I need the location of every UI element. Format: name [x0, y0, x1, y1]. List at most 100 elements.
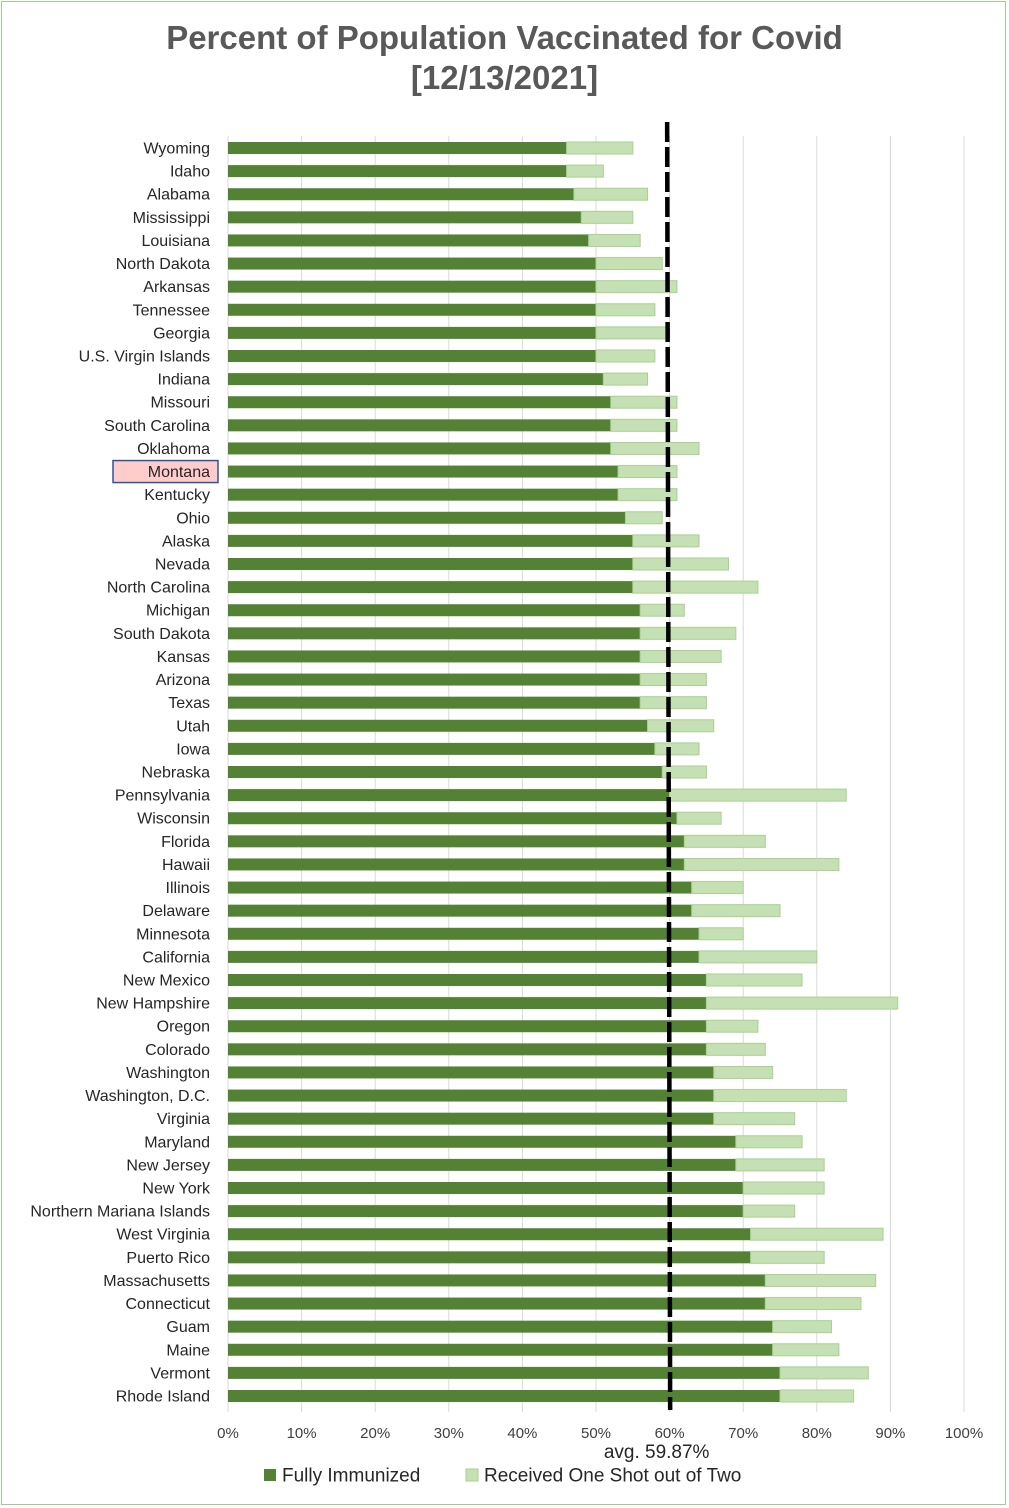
category-label: Missouri [150, 395, 210, 412]
legend-swatch-one-shot [465, 1468, 479, 1482]
bar-one-shot [713, 1065, 774, 1079]
bar-one-shot [691, 904, 781, 918]
category-label: Wisconsin [137, 811, 210, 828]
x-tick-label: 60% [655, 1425, 685, 1442]
legend-label-one-shot: Received One Shot out of Two [484, 1466, 741, 1487]
bar-fully-immunized [228, 904, 692, 917]
bar-fully-immunized [228, 442, 611, 455]
category-label: Alabama [147, 187, 210, 204]
category-label: North Carolina [107, 580, 210, 597]
bar-one-shot [639, 673, 707, 687]
bar-one-shot [772, 1343, 840, 1357]
category-label: Guam [166, 1319, 210, 1336]
category-label: Massachusetts [103, 1273, 210, 1290]
bar-one-shot [588, 233, 641, 247]
bar-one-shot [713, 1112, 796, 1126]
bar-fully-immunized [228, 419, 611, 432]
bar-fully-immunized [228, 1066, 714, 1079]
bar-fully-immunized [228, 1182, 744, 1194]
bar-one-shot [772, 1320, 833, 1334]
bar-fully-immunized [228, 165, 567, 178]
bar-fully-immunized [228, 257, 596, 270]
bar-fully-immunized [228, 234, 589, 247]
category-label: Alaska [162, 533, 210, 550]
bar-one-shot [647, 719, 715, 733]
category-label: Florida [161, 834, 210, 851]
category-label: Arkansas [143, 279, 210, 296]
bar-one-shot [764, 1273, 877, 1287]
category-label: Nebraska [142, 765, 211, 782]
bar-fully-immunized [228, 1343, 773, 1356]
category-label: Michigan [146, 603, 210, 620]
bar-one-shot [632, 557, 729, 571]
category-label: Puerto Rico [126, 1250, 210, 1267]
category-label: Pennsylvania [115, 788, 210, 805]
category-label: Texas [168, 695, 210, 712]
category-label: New Hampshire [96, 996, 210, 1013]
category-label: Louisiana [142, 233, 211, 250]
category-label: Rhode Island [116, 1389, 210, 1406]
bar-one-shot [698, 950, 818, 964]
bar-one-shot [624, 511, 663, 525]
bar-one-shot [683, 834, 766, 848]
bar-one-shot [639, 649, 722, 663]
bar-fully-immunized [228, 326, 596, 339]
bar-fully-immunized [228, 465, 619, 478]
bar-one-shot [779, 1366, 869, 1380]
bar-fully-immunized [228, 511, 626, 524]
bar-one-shot [632, 580, 759, 594]
category-label: Tennessee [133, 302, 210, 319]
bar-one-shot [735, 1158, 825, 1172]
bar-fully-immunized [228, 1390, 780, 1402]
bar-fully-immunized [228, 1320, 773, 1333]
bar-one-shot [705, 973, 803, 987]
bar-one-shot [764, 1297, 862, 1311]
bar-fully-immunized [228, 974, 707, 986]
bar-one-shot [595, 303, 656, 317]
bar-one-shot [580, 210, 634, 224]
category-label: Illinois [166, 880, 210, 897]
bar-one-shot [698, 927, 744, 941]
bar-fully-immunized [228, 488, 619, 501]
x-tick-label: 90% [875, 1425, 905, 1442]
bar-one-shot [683, 857, 840, 871]
category-label: Oklahoma [137, 441, 210, 458]
bar-one-shot [654, 742, 700, 756]
bar-one-shot [750, 1227, 884, 1241]
bar-fully-immunized [228, 789, 670, 802]
bar-fully-immunized [228, 581, 633, 594]
category-label: Nevada [155, 557, 210, 574]
bar-fully-immunized [228, 881, 692, 894]
category-label: Wyoming [143, 141, 210, 158]
bar-one-shot [742, 1204, 796, 1218]
category-label: Hawaii [162, 857, 210, 874]
average-line [664, 121, 673, 1411]
chart-title-main: Percent of Population Vaccinated for Cov… [166, 19, 843, 56]
bar-fully-immunized [228, 673, 641, 686]
x-tick-label: 30% [434, 1425, 464, 1442]
bar-fully-immunized [228, 211, 582, 224]
category-label: Idaho [170, 164, 210, 181]
bar-one-shot [705, 1042, 766, 1056]
category-label: U.S. Virgin Islands [79, 349, 210, 366]
bar-fully-immunized [228, 719, 648, 732]
bar-one-shot [602, 372, 649, 386]
bar-one-shot [566, 164, 604, 178]
x-tick-label: 40% [507, 1425, 537, 1442]
bar-fully-immunized [228, 627, 641, 640]
bar-fully-immunized [228, 696, 641, 709]
bar-fully-immunized [228, 1135, 736, 1148]
bar-fully-immunized [228, 1158, 736, 1171]
bar-fully-immunized [228, 534, 633, 547]
category-label: Oregon [157, 1019, 210, 1036]
category-label: Delaware [142, 903, 210, 920]
category-label: Maine [166, 1342, 210, 1359]
category-label: Mississippi [133, 210, 210, 227]
category-label: Arizona [156, 672, 210, 689]
category-label: Vermont [150, 1365, 210, 1382]
legend-swatch-fully-immunized [264, 1469, 276, 1481]
x-tick-label: 10% [287, 1425, 317, 1442]
bar-fully-immunized [228, 997, 707, 1010]
